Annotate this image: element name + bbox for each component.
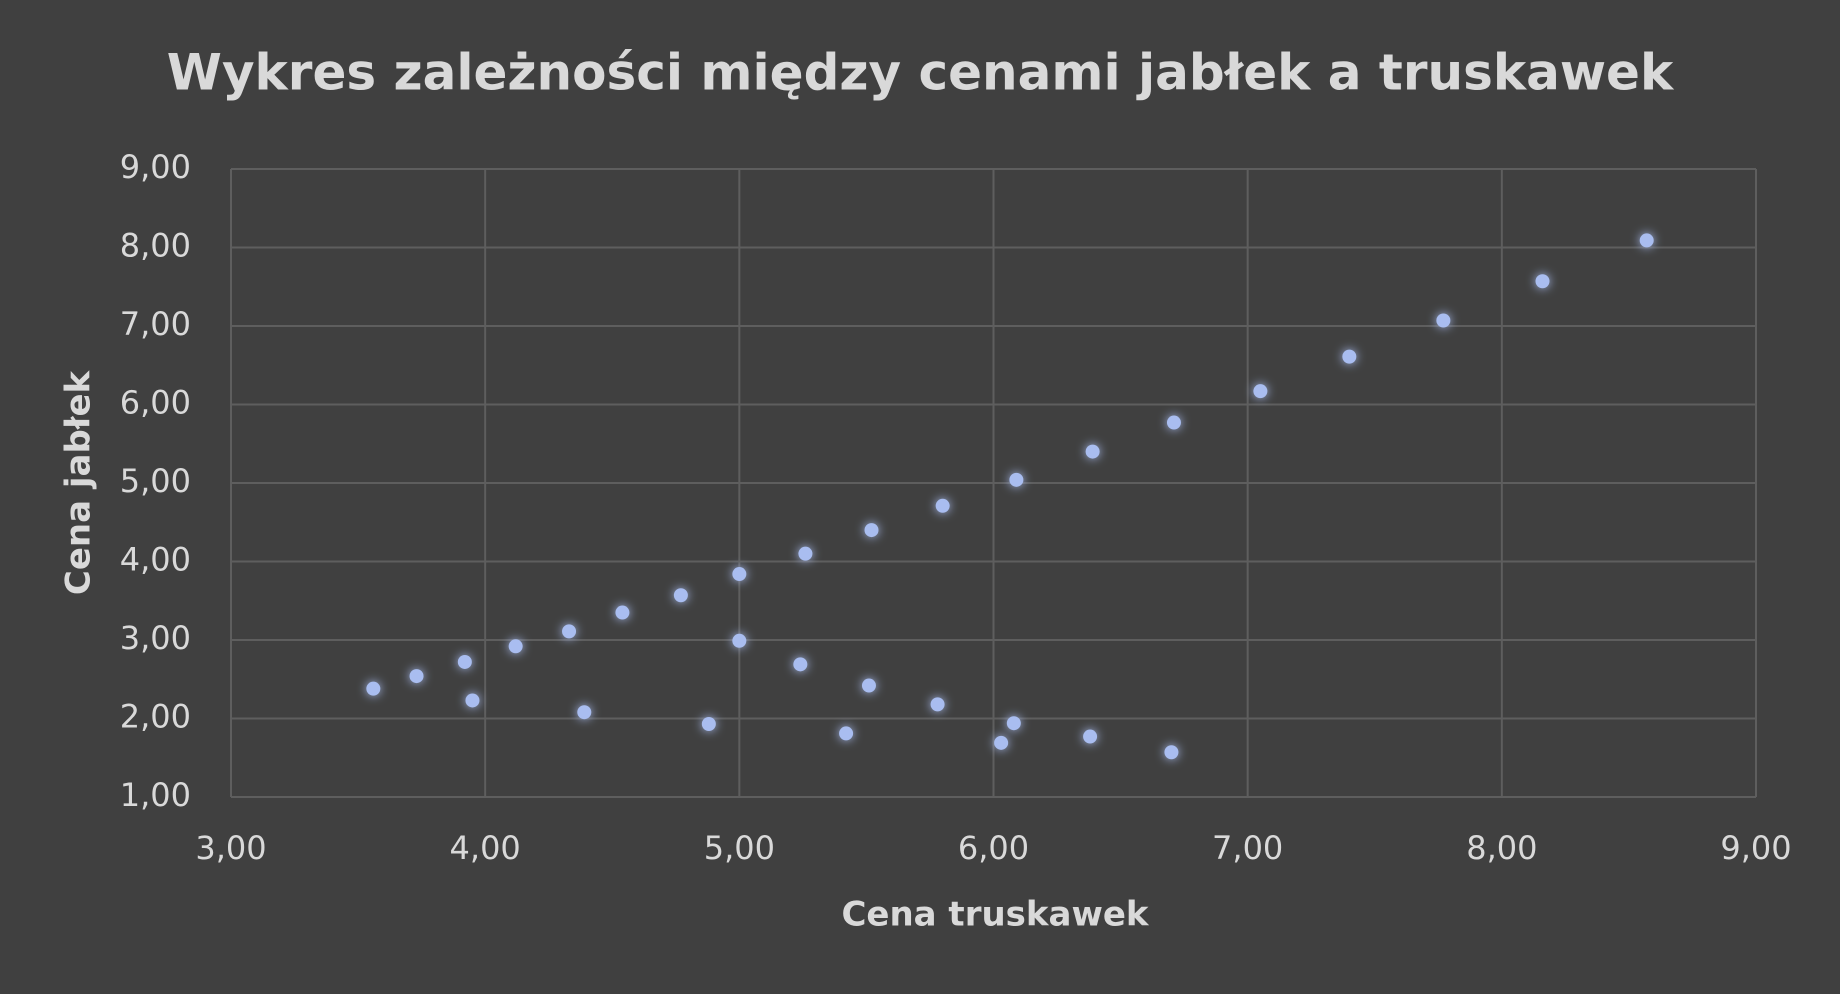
scatter-point (701, 716, 716, 731)
x-axis-label: Cena truskawek (841, 895, 1149, 935)
x-tick-label: 3,00 (195, 829, 266, 867)
scatter-point (839, 726, 854, 741)
chart-title: Wykres zależności między cenami jabłek a… (167, 44, 1675, 102)
scatter-point (798, 546, 813, 561)
scatter-point (457, 654, 472, 669)
scatter-point (732, 567, 747, 582)
scatter-point (793, 657, 808, 672)
x-tick-label: 4,00 (450, 829, 521, 867)
x-tick-label: 5,00 (704, 829, 775, 867)
y-tick-label: 1,00 (120, 776, 191, 814)
y-tick-label: 3,00 (120, 619, 191, 657)
y-tick-label: 2,00 (120, 698, 191, 736)
scatter-point (1009, 472, 1024, 487)
scatter-point (1253, 384, 1268, 399)
scatter-point (861, 678, 876, 693)
y-tick-label: 8,00 (120, 227, 191, 265)
x-tick-label: 7,00 (1212, 829, 1283, 867)
scatter-point (935, 498, 950, 513)
y-tick-label: 9,00 (120, 148, 191, 186)
scatter-point (409, 669, 424, 684)
y-axis-label: Cena jabłek (59, 370, 99, 596)
x-tick-label: 6,00 (958, 829, 1029, 867)
scatter-point (930, 697, 945, 712)
scatter-point (1083, 729, 1098, 744)
scatter-point (1006, 716, 1021, 731)
scatter-point (994, 735, 1009, 750)
y-tick-label: 4,00 (120, 541, 191, 579)
scatter-point (673, 588, 688, 603)
y-tick-label: 7,00 (120, 305, 191, 343)
scatter-point (562, 624, 577, 639)
scatter-point (1342, 349, 1357, 364)
scatter-point (1639, 233, 1654, 248)
scatter-point (1436, 313, 1451, 328)
scatter-point (508, 639, 523, 654)
scatter-point (732, 633, 747, 648)
x-tick-label: 9,00 (1720, 829, 1791, 867)
scatter-point (864, 523, 879, 538)
scatter-point (577, 705, 592, 720)
scatter-point (366, 681, 381, 696)
y-tick-label: 5,00 (120, 462, 191, 500)
x-tick-label: 8,00 (1466, 829, 1537, 867)
scatter-point (465, 693, 480, 708)
y-tick-label: 6,00 (120, 384, 191, 422)
scatter-point (615, 605, 630, 620)
scatter-point (1535, 274, 1550, 289)
scatter-point (1166, 415, 1181, 430)
scatter-point (1085, 444, 1100, 459)
scatter-point (1164, 745, 1179, 760)
